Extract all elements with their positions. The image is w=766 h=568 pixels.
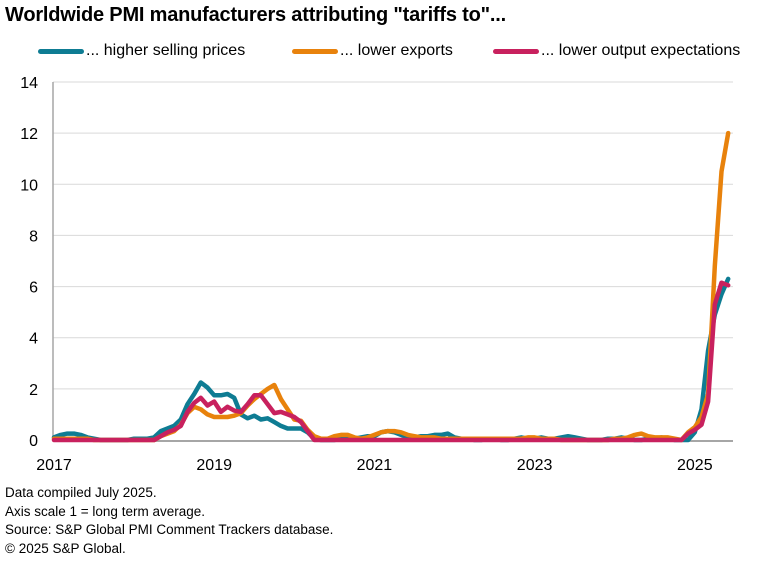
- x-tick-label: 2021: [357, 457, 393, 474]
- chart-title: Worldwide PMI manufacturers attributing …: [5, 4, 506, 26]
- footnote-axis-scale: Axis scale 1 = long term average.: [5, 503, 205, 519]
- y-tick-label: 8: [29, 228, 38, 245]
- footnote-copyright: © 2025 S&P Global.: [5, 540, 126, 556]
- legend-label-lower-output-expectations: ... lower output expectations: [541, 42, 741, 59]
- x-tick-label: 2023: [517, 457, 553, 474]
- footnote-compiled: Data compiled July 2025.: [5, 485, 157, 500]
- legend-swatch-higher-selling-prices: [38, 48, 84, 54]
- x-tick-label: 2025: [677, 457, 713, 474]
- x-tick-label: 2019: [196, 457, 232, 474]
- legend-label-lower-exports: ... lower exports: [340, 42, 453, 59]
- legend-item-higher-selling-prices: ... higher selling prices: [38, 42, 245, 60]
- legend-item-lower-exports: ... lower exports: [292, 42, 453, 60]
- series-line-higher-selling-prices: [51, 276, 731, 443]
- y-tick-label: 2: [29, 382, 38, 399]
- y-tick-label: 6: [29, 280, 38, 297]
- y-tick-label: 12: [20, 126, 38, 143]
- chart-legend: ... higher selling prices ... lower expo…: [0, 42, 766, 64]
- y-tick-label: 10: [20, 177, 38, 194]
- x-tick-label: 2017: [36, 457, 72, 474]
- legend-label-higher-selling-prices: ... higher selling prices: [86, 42, 246, 59]
- series-line-lower-output-expectations: [51, 280, 731, 443]
- legend-item-lower-output-expectations: ... lower output expectations: [493, 42, 740, 60]
- y-tick-label: 14: [20, 75, 38, 92]
- footnotes: Data compiled July 2025. Axis scale 1 = …: [5, 484, 333, 558]
- y-tick-label: 0: [29, 433, 38, 450]
- legend-swatch-lower-exports: [292, 48, 338, 54]
- footnote-source: Source: S&P Global PMI Comment Trackers …: [5, 522, 334, 537]
- y-tick-label: 4: [29, 331, 38, 348]
- legend-swatch-lower-output-expectations: [493, 48, 539, 54]
